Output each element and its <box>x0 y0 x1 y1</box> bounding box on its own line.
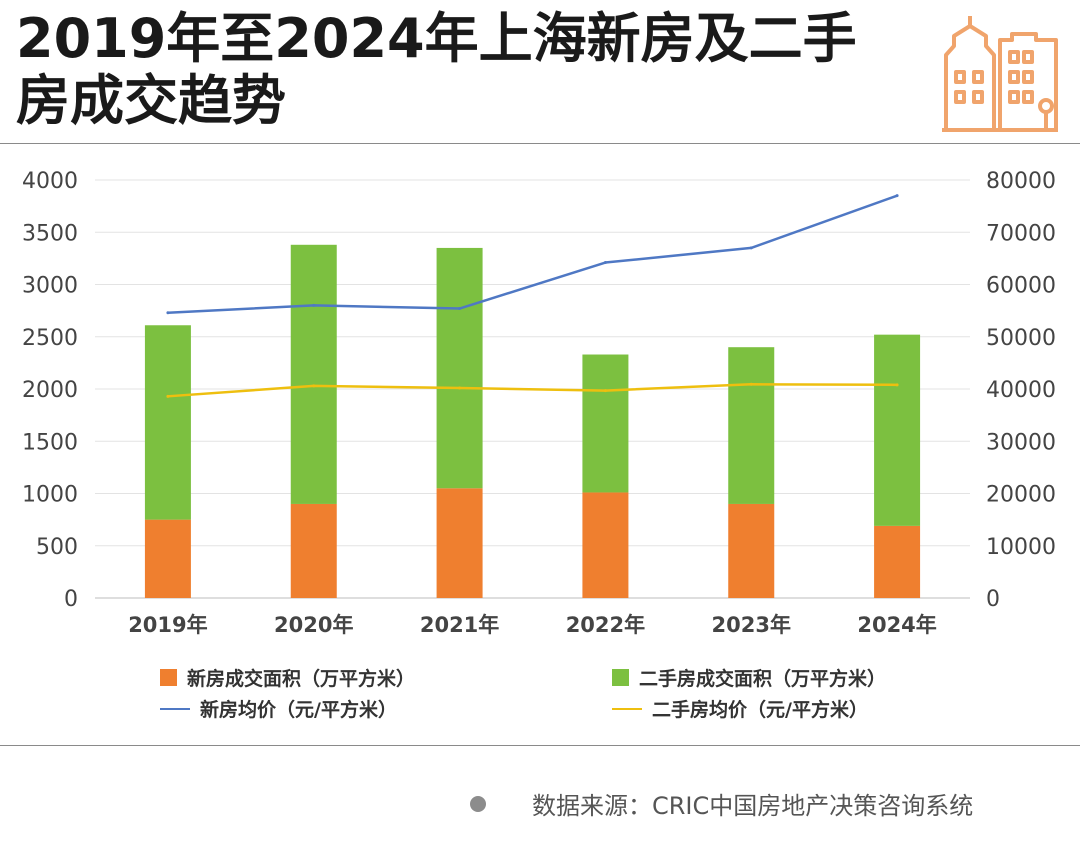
y-left-tick-label: 1500 <box>22 430 78 455</box>
legend-label-new-area: 新房成交面积（万平方米） <box>187 668 416 690</box>
y-right-tick-label: 0 <box>986 587 1000 612</box>
x-tick-label: 2024年 <box>857 613 936 637</box>
y-left-tick-label: 3000 <box>22 274 78 299</box>
bar-second-area <box>144 325 191 520</box>
building-icon <box>942 16 1058 132</box>
bar-second-area <box>436 247 483 489</box>
y-left-tick-label: 1000 <box>22 483 78 508</box>
legend-second-area: 二手房成交面积（万平方米） <box>612 664 886 691</box>
data-source-text: 数据来源：CRIC中国房地产决策咨询系统 <box>532 792 974 820</box>
point-new-price <box>458 307 462 311</box>
point-new-price <box>166 311 170 315</box>
bar-second-area <box>874 334 921 526</box>
line-new-price <box>167 194 898 314</box>
point-second-price <box>458 386 462 390</box>
y-right-tick-label: 50000 <box>986 326 1056 351</box>
point-new-price <box>603 261 607 265</box>
x-tick-label: 2021年 <box>420 613 499 637</box>
bar-new-area <box>144 519 191 598</box>
bottom-divider <box>0 745 1080 746</box>
point-new-price <box>749 246 753 250</box>
point-second-price <box>603 389 607 393</box>
top-divider <box>0 143 1080 144</box>
legend-swatch-second-price <box>612 707 642 710</box>
legend-label-second-area: 二手房成交面积（万平方米） <box>639 668 887 690</box>
data-source: 数据来源：CRIC中国房地产决策咨询系统 <box>470 786 973 821</box>
y-right-tick-label: 10000 <box>986 535 1056 560</box>
bar-new-area <box>874 525 921 598</box>
legend-second-price: 二手房均价（元/平方米） <box>612 695 868 722</box>
bar-new-area <box>436 488 483 598</box>
y-left-tick-label: 2500 <box>22 326 78 351</box>
y-left-tick-label: 3500 <box>22 221 78 246</box>
y-right-tick-label: 40000 <box>986 378 1056 403</box>
legend-swatch-new-area <box>160 669 177 686</box>
chart-canvas: 0500100015002000250030003500400001000020… <box>22 169 1056 637</box>
x-tick-label: 2022年 <box>566 613 645 637</box>
bar-new-area <box>582 492 629 598</box>
legend-label-new-price: 新房均价（元/平方米） <box>200 699 397 721</box>
y-right-tick-label: 60000 <box>986 274 1056 299</box>
y-left-tick-label: 2000 <box>22 378 78 403</box>
legend-new-area: 新房成交面积（万平方米） <box>160 664 415 691</box>
legend-swatch-new-price <box>160 707 190 710</box>
y-left-tick-label: 0 <box>64 587 78 612</box>
bullet-dot-icon <box>470 795 486 812</box>
y-right-tick-label: 70000 <box>986 221 1056 246</box>
point-second-price <box>166 394 170 398</box>
legend-label-second-price: 二手房均价（元/平方米） <box>652 699 868 721</box>
line-second-price <box>167 383 898 398</box>
chart-title: 2019年至2024年上海新房及二手房成交趋势 <box>16 7 857 132</box>
y-left-tick-label: 500 <box>36 535 78 560</box>
point-second-price <box>749 382 753 386</box>
y-right-tick-label: 20000 <box>986 483 1056 508</box>
point-new-price <box>895 194 899 198</box>
point-second-price <box>895 383 899 387</box>
legend-new-price: 新房均价（元/平方米） <box>160 695 397 722</box>
y-right-tick-label: 30000 <box>986 430 1056 455</box>
bar-new-area <box>290 503 337 598</box>
bar-second-area <box>290 244 337 504</box>
y-left-tick-label: 4000 <box>22 169 78 194</box>
legend-swatch-second-area <box>612 669 629 686</box>
x-tick-label: 2020年 <box>274 613 353 637</box>
bar-new-area <box>728 503 775 598</box>
point-second-price <box>312 384 316 388</box>
x-tick-label: 2023年 <box>712 613 791 637</box>
x-tick-label: 2019年 <box>128 613 207 637</box>
point-new-price <box>312 303 316 307</box>
bar-second-area <box>728 347 775 504</box>
y-right-tick-label: 80000 <box>986 169 1056 194</box>
bar-second-area <box>582 354 629 493</box>
